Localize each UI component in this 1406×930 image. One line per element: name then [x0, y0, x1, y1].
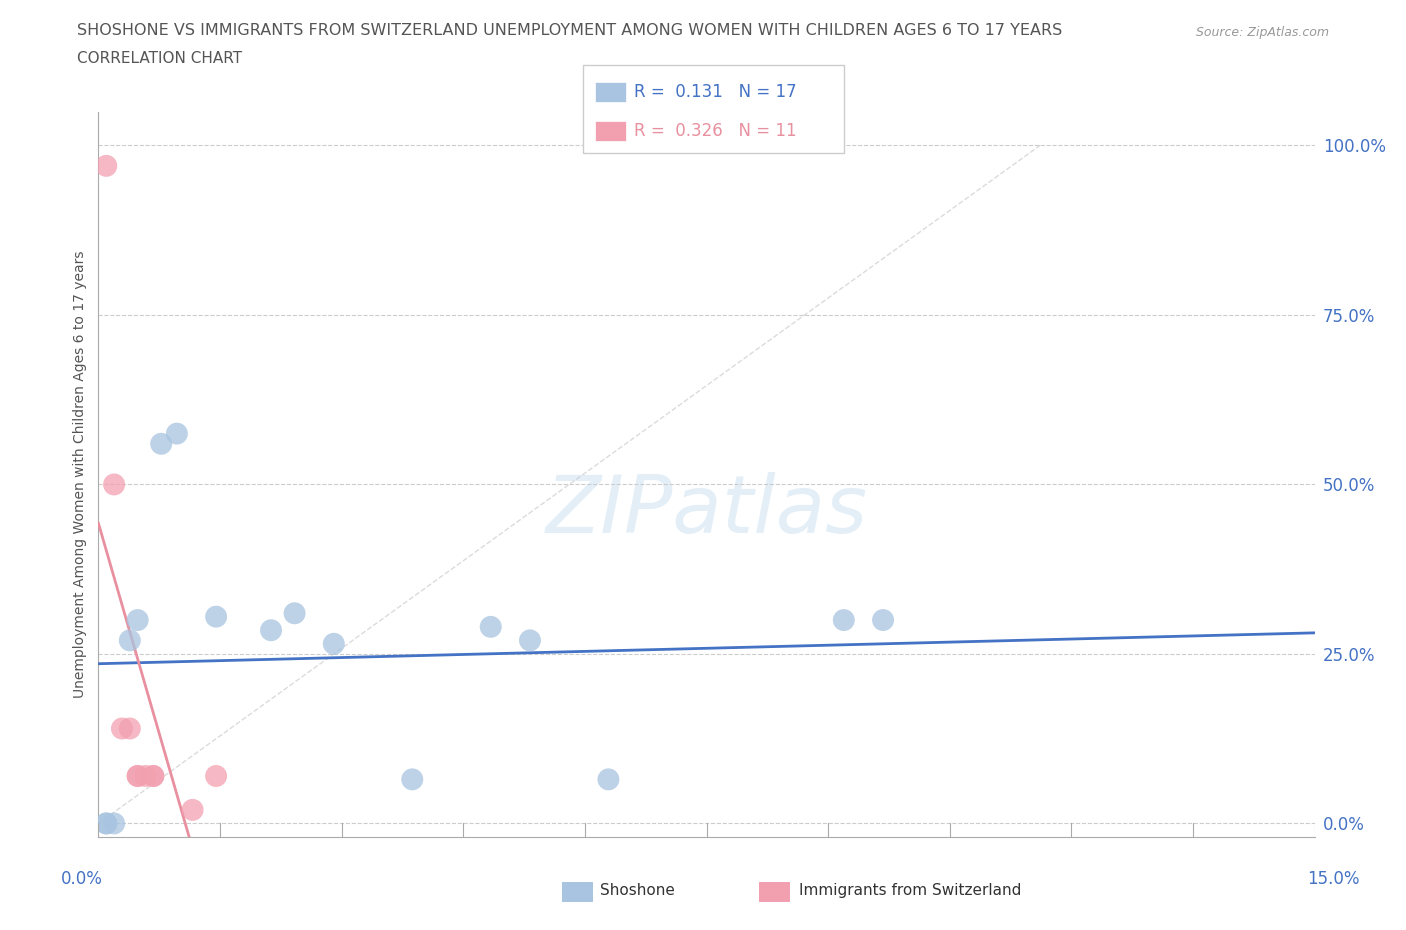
Point [205, 609, 228, 624]
Text: 15.0%: 15.0% [1306, 870, 1360, 888]
Point [260, 623, 283, 638]
Text: CORRELATION CHART: CORRELATION CHART [77, 51, 242, 66]
Point [598, 772, 620, 787]
Point [142, 768, 165, 783]
Text: Shoshone: Shoshone [600, 884, 675, 898]
Point [284, 605, 307, 620]
Point [519, 633, 541, 648]
Point [111, 721, 134, 736]
Point [322, 636, 344, 651]
Point [205, 768, 228, 783]
Text: SHOSHONE VS IMMIGRANTS FROM SWITZERLAND UNEMPLOYMENT AMONG WOMEN WITH CHILDREN A: SHOSHONE VS IMMIGRANTS FROM SWITZERLAND … [77, 23, 1063, 38]
Point [134, 768, 156, 783]
Point [127, 768, 149, 783]
Text: Immigrants from Switzerland: Immigrants from Switzerland [799, 884, 1021, 898]
Point [872, 613, 894, 628]
Point [96, 816, 118, 830]
Text: R =  0.326   N = 11: R = 0.326 N = 11 [634, 122, 797, 140]
Point [142, 768, 165, 783]
Point [181, 803, 204, 817]
Point [96, 816, 118, 830]
Text: R =  0.131   N = 17: R = 0.131 N = 17 [634, 83, 797, 101]
Y-axis label: Unemployment Among Women with Children Ages 6 to 17 years: Unemployment Among Women with Children A… [73, 250, 87, 698]
Text: 0.0%: 0.0% [60, 870, 103, 888]
Point [401, 772, 423, 787]
Point [166, 426, 188, 441]
Point [103, 477, 125, 492]
Text: ZIPatlas: ZIPatlas [546, 472, 868, 550]
Point [118, 633, 141, 648]
Point [127, 768, 149, 783]
Text: Source: ZipAtlas.com: Source: ZipAtlas.com [1195, 26, 1329, 39]
Point [127, 613, 149, 628]
Point [103, 816, 125, 830]
Point [150, 436, 173, 451]
Point [479, 619, 502, 634]
Point [118, 721, 141, 736]
Point [96, 158, 118, 173]
Point [832, 613, 855, 628]
